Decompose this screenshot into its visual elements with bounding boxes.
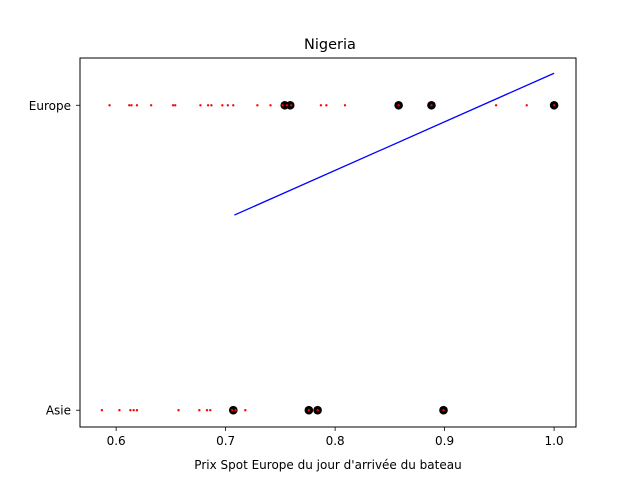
red-dot-point bbox=[290, 104, 293, 107]
x-tick-label: 0.7 bbox=[216, 434, 235, 448]
red-dot-point bbox=[442, 409, 445, 412]
red-dot-series bbox=[100, 104, 556, 412]
red-dot-point bbox=[206, 104, 210, 107]
trend-line bbox=[234, 72, 555, 216]
chart-title: Nigeria bbox=[304, 37, 356, 53]
red-dot-point bbox=[325, 104, 328, 107]
red-dot-point bbox=[209, 409, 212, 412]
red-dot-point bbox=[149, 104, 153, 107]
x-axis-label: Prix Spot Europe du jour d'arrivée du ba… bbox=[194, 458, 461, 472]
red-dot-point bbox=[525, 104, 528, 107]
red-dot-point bbox=[128, 104, 131, 107]
red-dot-point bbox=[221, 104, 224, 107]
red-dot-point bbox=[316, 409, 319, 412]
red-dot-point bbox=[230, 409, 234, 412]
red-dot-point bbox=[397, 104, 400, 107]
y-axis-ticks: Asie Europe bbox=[29, 99, 80, 418]
red-dot-point bbox=[226, 104, 230, 107]
red-dot-point bbox=[108, 104, 111, 107]
red-dot-point bbox=[135, 104, 139, 107]
red-dot-point bbox=[494, 104, 498, 107]
red-dot-point bbox=[319, 104, 323, 107]
plot-frame bbox=[79, 57, 577, 428]
x-tick-label: 0.6 bbox=[107, 434, 126, 448]
red-dot-point bbox=[129, 409, 132, 412]
x-axis-ticks: 0.6 0.7 0.8 0.9 1.0 bbox=[107, 427, 564, 448]
red-dot-point bbox=[199, 104, 202, 107]
red-dot-point bbox=[177, 409, 180, 412]
x-tick-label: 0.8 bbox=[326, 434, 345, 448]
x-tick-label: 0.9 bbox=[435, 434, 454, 448]
red-dot-point bbox=[307, 409, 311, 412]
red-dot-point bbox=[269, 104, 272, 107]
plot-area bbox=[100, 72, 559, 415]
red-dot-point bbox=[174, 104, 177, 107]
red-dot-point bbox=[198, 409, 201, 412]
red-dot-point bbox=[132, 409, 135, 412]
red-dot-point bbox=[118, 409, 121, 412]
y-tick-label: Europe bbox=[29, 99, 71, 113]
red-dot-point bbox=[100, 409, 104, 412]
red-dot-point bbox=[430, 104, 433, 107]
red-dot-point bbox=[244, 409, 247, 412]
x-tick-label: 1.0 bbox=[545, 434, 564, 448]
red-dot-point bbox=[234, 409, 237, 412]
red-dot-point bbox=[205, 409, 209, 412]
red-dot-point bbox=[281, 104, 284, 107]
red-dot-point bbox=[285, 104, 289, 107]
red-dot-point bbox=[210, 104, 213, 107]
red-dot-point bbox=[171, 104, 175, 107]
red-dot-point bbox=[130, 104, 133, 107]
trend-line-series bbox=[234, 72, 555, 216]
red-dot-point bbox=[135, 409, 139, 412]
red-dot-point bbox=[232, 104, 235, 107]
red-dot-point bbox=[256, 104, 259, 107]
red-dot-point bbox=[552, 104, 556, 107]
red-dot-point bbox=[343, 104, 347, 107]
y-tick-label: Asie bbox=[46, 404, 71, 418]
